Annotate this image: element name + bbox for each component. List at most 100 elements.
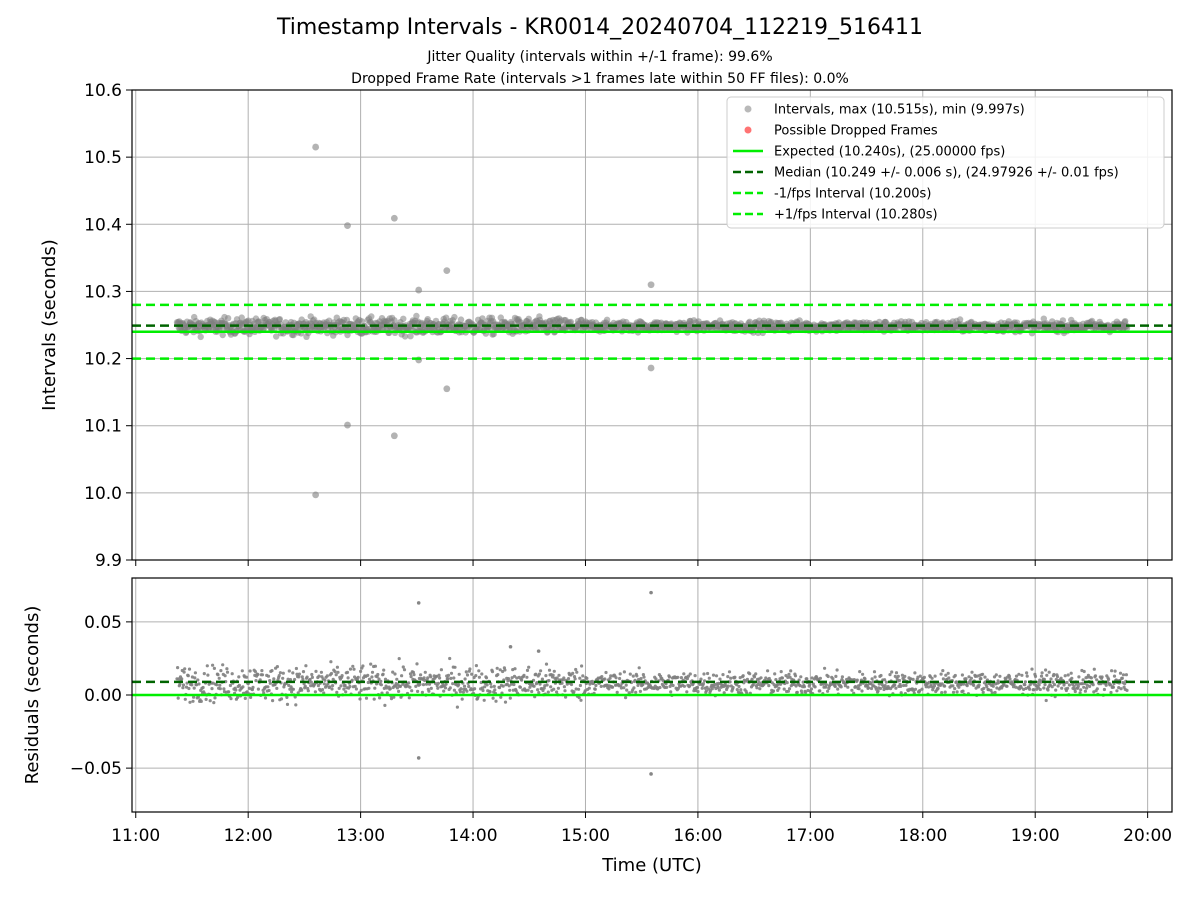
data-point	[256, 687, 260, 691]
data-point	[474, 674, 478, 678]
data-point	[962, 682, 966, 686]
data-point	[947, 676, 951, 680]
x-tick-label: 16:00	[673, 826, 722, 846]
data-point	[850, 688, 854, 692]
data-point	[883, 684, 887, 688]
data-point	[452, 676, 456, 680]
data-point	[419, 673, 423, 677]
data-point	[899, 684, 903, 689]
data-point	[351, 664, 355, 668]
data-point	[587, 686, 591, 690]
data-point	[303, 684, 307, 689]
data-point	[637, 677, 641, 682]
data-point	[192, 686, 196, 690]
data-point	[367, 686, 371, 690]
data-point	[863, 677, 867, 681]
data-point	[751, 683, 755, 687]
data-point	[969, 676, 974, 680]
data-point	[1023, 683, 1027, 687]
data-point	[238, 314, 245, 321]
data-point	[190, 675, 194, 679]
data-point	[1112, 674, 1117, 678]
data-point	[537, 672, 542, 676]
data-point	[534, 672, 538, 676]
data-point	[266, 674, 271, 678]
data-point	[793, 674, 798, 678]
data-point	[808, 682, 812, 687]
data-point	[254, 679, 258, 683]
data-point	[260, 669, 264, 673]
data-point	[888, 673, 892, 677]
data-point	[237, 683, 241, 688]
data-point	[556, 686, 561, 690]
legend-label: Expected (10.240s), (25.00000 fps)	[774, 145, 1005, 160]
data-point	[870, 677, 874, 681]
data-point	[599, 684, 603, 689]
data-point	[913, 671, 917, 675]
data-point	[301, 677, 305, 682]
outlier-point	[416, 756, 421, 760]
data-point	[858, 670, 862, 674]
data-point	[583, 689, 587, 693]
data-point	[541, 688, 545, 693]
data-point	[1032, 688, 1036, 692]
data-point	[1095, 678, 1099, 682]
data-point	[344, 690, 348, 694]
data-point	[998, 674, 1002, 678]
data-point	[515, 676, 519, 680]
data-point	[508, 696, 512, 700]
data-point	[941, 669, 945, 673]
data-point	[369, 662, 373, 666]
data-point	[256, 672, 260, 677]
data-point	[268, 679, 272, 683]
data-point	[1004, 678, 1008, 682]
data-point	[402, 668, 407, 672]
data-point	[1093, 674, 1098, 678]
data-point	[890, 670, 894, 674]
data-point	[513, 667, 517, 671]
data-point	[682, 684, 687, 688]
data-point	[566, 677, 571, 681]
data-point	[1049, 677, 1053, 681]
data-point	[412, 673, 416, 677]
data-point	[654, 677, 658, 681]
data-point	[1065, 680, 1069, 685]
data-point	[900, 673, 905, 677]
data-point	[270, 669, 274, 673]
data-point	[322, 682, 326, 686]
data-point	[624, 683, 628, 687]
data-point	[408, 672, 413, 676]
data-point	[894, 686, 898, 690]
data-point	[335, 690, 339, 695]
data-point	[266, 685, 270, 689]
data-point	[939, 672, 943, 676]
data-point	[766, 669, 770, 673]
data-point	[528, 685, 532, 689]
data-point	[1039, 674, 1044, 678]
data-point	[271, 699, 275, 703]
data-point	[979, 677, 983, 681]
data-point	[920, 687, 924, 691]
data-point	[580, 664, 584, 668]
data-point	[827, 686, 831, 691]
data-point	[356, 675, 360, 680]
jitter-quality-subtitle: Jitter Quality (intervals within +/-1 fr…	[427, 49, 773, 65]
data-point	[904, 683, 908, 688]
data-point	[222, 687, 226, 691]
data-point	[555, 690, 559, 694]
data-point	[610, 685, 615, 689]
data-point	[642, 675, 646, 679]
data-point	[918, 689, 922, 693]
data-point	[624, 696, 628, 700]
data-point	[833, 684, 837, 689]
data-point	[636, 683, 640, 688]
data-point	[295, 672, 299, 676]
data-point	[1111, 685, 1115, 689]
data-point	[234, 688, 238, 692]
data-point	[818, 689, 822, 693]
outlier-point	[312, 491, 320, 499]
data-point	[401, 333, 409, 340]
data-point	[622, 686, 626, 690]
data-point	[237, 675, 241, 679]
data-point	[571, 671, 575, 676]
